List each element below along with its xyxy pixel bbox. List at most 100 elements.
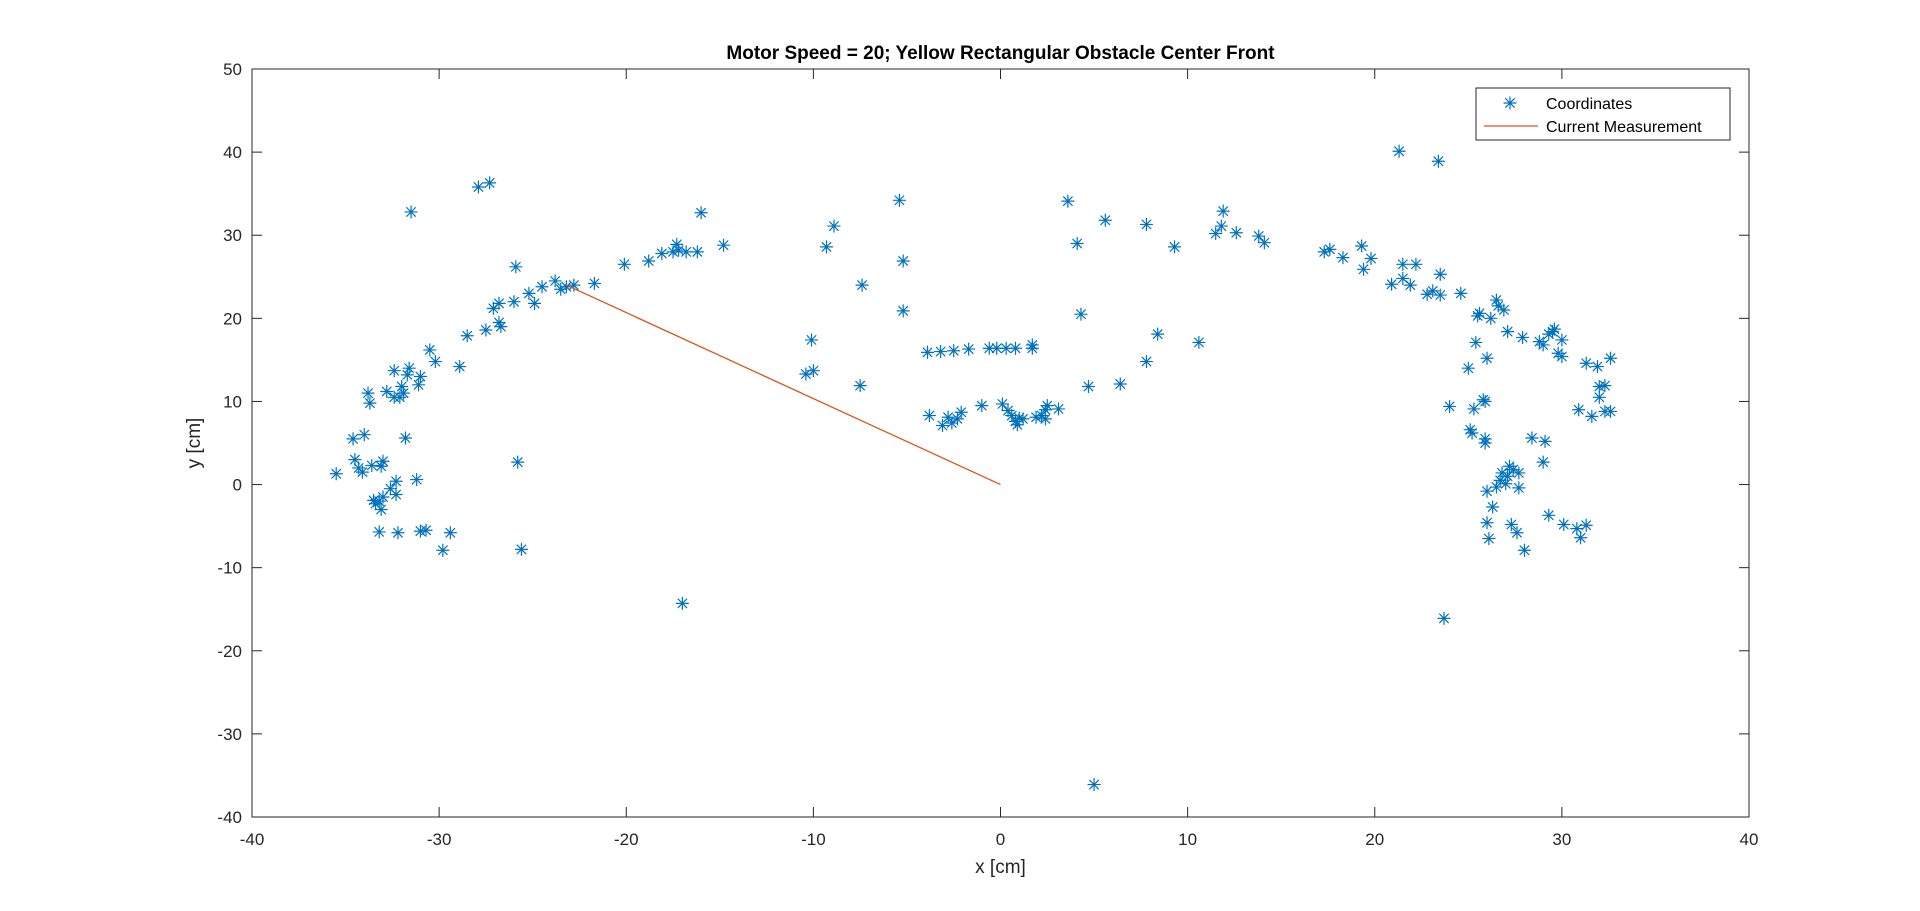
- coordinate-point: [1437, 611, 1451, 625]
- coordinate-point: [1025, 338, 1039, 352]
- coordinate-point: [1480, 351, 1494, 365]
- coordinate-point: [389, 474, 403, 488]
- coordinate-point: [1167, 240, 1182, 254]
- coordinate-point: [404, 205, 418, 219]
- coordinate-point: [920, 345, 935, 360]
- coordinate-point: [1229, 226, 1243, 240]
- coordinate-point: [1216, 204, 1230, 218]
- coordinate-point: [1472, 306, 1487, 320]
- coordinate-point: [617, 257, 631, 271]
- coordinate-point: [428, 354, 442, 369]
- coordinate-point: [1209, 226, 1223, 241]
- legend-marker-coordinates: [1503, 96, 1517, 110]
- coordinate-point: [853, 379, 867, 393]
- coordinate-point: [527, 296, 542, 310]
- coordinate-point: [460, 329, 474, 343]
- coordinate-point: [1572, 403, 1586, 417]
- coordinate-point: [1070, 236, 1084, 251]
- coordinate-point: [1542, 508, 1556, 522]
- coordinate-point: [1040, 399, 1054, 413]
- coordinate-point: [471, 180, 486, 194]
- coordinate-point: [1433, 267, 1447, 281]
- y-tick-label: -30: [217, 725, 242, 744]
- coordinate-point: [1465, 426, 1479, 440]
- legend-box: [1475, 87, 1731, 141]
- coordinate-point: [1555, 333, 1569, 347]
- coordinate-point: [1598, 379, 1612, 393]
- coordinate-point: [1151, 327, 1165, 341]
- coordinate-point: [443, 526, 457, 540]
- coordinate-point: [1517, 543, 1532, 557]
- coordinate-point: [1482, 531, 1496, 546]
- coordinate-point: [1590, 359, 1605, 374]
- coordinate-point: [855, 278, 869, 292]
- coordinate-point: [1491, 299, 1505, 313]
- coordinate-point: [806, 364, 820, 378]
- x-tick-label: 10: [1178, 830, 1197, 849]
- coordinate-point: [402, 361, 416, 375]
- coordinate-point: [1463, 423, 1477, 437]
- coordinate-point: [1497, 303, 1511, 317]
- coordinate-point: [962, 342, 976, 356]
- coordinate-point: [922, 408, 936, 423]
- coordinate-point: [896, 254, 910, 268]
- coordinate-point: [1433, 288, 1447, 302]
- x-tick-label: -40: [240, 830, 265, 849]
- coordinate-point: [376, 490, 390, 504]
- coordinate-point: [1557, 517, 1571, 532]
- coordinate-point: [642, 254, 656, 268]
- coordinate-point: [1461, 361, 1475, 375]
- coordinate-point: [548, 274, 562, 288]
- coordinate-point: [1467, 402, 1481, 416]
- coordinate-point: [509, 260, 523, 274]
- coordinate-point: [1403, 278, 1417, 292]
- coordinate-point: [507, 295, 521, 309]
- coordinate-point: [486, 301, 500, 315]
- y-tick-label: 30: [223, 226, 242, 245]
- coordinate-point: [1454, 286, 1468, 300]
- coordinate-point: [1396, 257, 1410, 271]
- y-tick-label: 10: [223, 392, 242, 411]
- coordinate-point: [1139, 354, 1154, 369]
- x-tick-label: 0: [996, 830, 1005, 849]
- y-tick-label: 0: [233, 476, 242, 495]
- coordinate-point: [1192, 335, 1206, 350]
- coordinate-point: [1252, 229, 1266, 243]
- coordinate-point: [376, 454, 390, 468]
- coordinate-point: [1478, 436, 1492, 450]
- legend-label-coordinates: Coordinates: [1546, 96, 1632, 113]
- coordinate-point: [413, 369, 428, 384]
- coordinate-point: [355, 465, 370, 479]
- coordinate-point: [1074, 307, 1088, 321]
- coordinate-point: [514, 542, 529, 556]
- coordinate-point: [411, 378, 426, 392]
- x-tick-label: -30: [427, 830, 452, 849]
- coordinate-point: [694, 206, 708, 220]
- x-tick-label: -20: [614, 830, 639, 849]
- coordinate-point: [1585, 409, 1599, 424]
- coordinate-point: [1384, 277, 1399, 291]
- coordinate-point: [945, 416, 959, 430]
- coordinate-point: [1536, 455, 1550, 469]
- coordinate-point: [1555, 349, 1569, 364]
- coordinate-point: [567, 278, 581, 292]
- chart-title: Motor Speed = 20; Yellow Rectangular Obs…: [726, 43, 1275, 64]
- coordinate-point: [975, 399, 989, 413]
- coordinate-point: [372, 525, 386, 539]
- coordinate-point: [1214, 219, 1228, 233]
- coordinate-point: [492, 296, 506, 310]
- coordinate-point: [995, 397, 1009, 411]
- coordinate-point: [419, 523, 433, 537]
- current-measurement-line: [566, 284, 1001, 486]
- x-axis-label: x [cm]: [975, 857, 1026, 878]
- x-tick-label: 20: [1365, 830, 1384, 849]
- coordinate-point: [1579, 518, 1593, 532]
- series-layer: [329, 144, 1618, 792]
- coordinate-point: [1603, 404, 1618, 419]
- coordinate-point: [1501, 325, 1515, 339]
- coordinate-point: [1323, 242, 1337, 256]
- y-tick-label: -10: [217, 559, 242, 578]
- coordinate-point: [1525, 431, 1539, 445]
- coordinate-point: [1499, 477, 1513, 491]
- coordinate-point: [410, 472, 424, 487]
